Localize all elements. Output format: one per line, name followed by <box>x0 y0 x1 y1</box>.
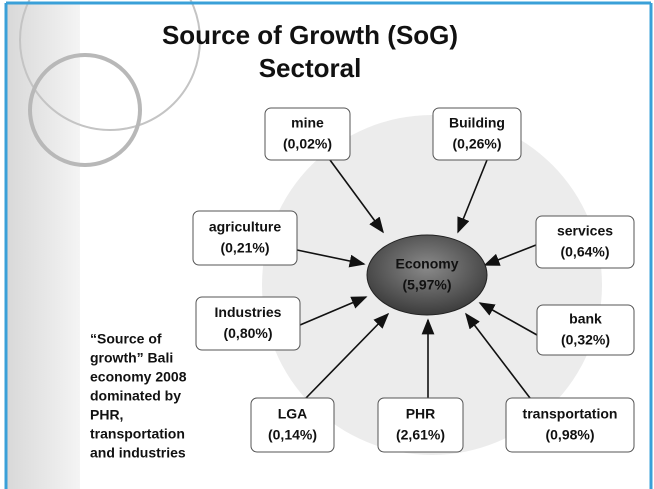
node-value: (2,61%) <box>396 427 445 443</box>
node-label: mine <box>291 115 324 131</box>
note-line: PHR, <box>90 407 123 423</box>
node-label: services <box>557 223 613 239</box>
node-box <box>250 397 335 453</box>
deco-circle <box>28 53 142 167</box>
node-box <box>432 107 522 161</box>
title: Sectoral <box>259 53 362 83</box>
arrow <box>478 302 538 336</box>
note-line: and industries <box>90 445 186 461</box>
node-label: transportation <box>523 406 618 422</box>
node-label: agriculture <box>209 219 282 235</box>
deco-circle <box>19 0 201 131</box>
node-label: Industries <box>215 304 282 320</box>
note: “Source of growth” Bali economy 2008 domina… <box>90 331 187 461</box>
note-line: growth” Bali <box>90 350 173 366</box>
node-value: (0,21%) <box>220 240 269 256</box>
nodes: mine (0,02%) Building (0,26%) agriculture (0,… <box>192 107 635 453</box>
arrow <box>465 312 531 399</box>
node-label: bank <box>569 311 602 327</box>
arrow <box>305 312 390 399</box>
node-value: (0,02%) <box>283 136 332 152</box>
node-label: LGA <box>278 406 308 422</box>
side-stripe <box>6 4 80 489</box>
node-box <box>377 397 464 453</box>
center-label: Economy <box>395 256 458 272</box>
node-value: (0,32%) <box>561 332 610 348</box>
arrow <box>299 296 368 326</box>
node-value: (0,98%) <box>545 427 594 443</box>
note-line: “Source of <box>90 331 162 347</box>
node-box <box>192 210 298 266</box>
note-line: economy 2008 <box>90 369 187 385</box>
arrow <box>296 249 366 268</box>
arrow <box>457 159 488 234</box>
node-box <box>535 215 635 269</box>
node-box <box>505 397 635 453</box>
node-value: (0,80%) <box>223 325 272 341</box>
node-box <box>264 107 351 161</box>
node-value: (0,64%) <box>560 244 609 260</box>
node-box <box>536 304 635 356</box>
center-value: (5,97%) <box>402 277 451 293</box>
arrows <box>296 159 538 399</box>
title: Source of Growth (SoG) <box>162 20 458 50</box>
node-value: (0,14%) <box>268 427 317 443</box>
node-label: Building <box>449 115 505 131</box>
note-line: dominated by <box>90 388 181 404</box>
arrow <box>329 159 384 234</box>
note-line: transportation <box>90 426 185 442</box>
node-value: (0,26%) <box>452 136 501 152</box>
arrow <box>483 244 537 266</box>
node-box <box>195 296 301 351</box>
node-label: PHR <box>406 406 436 422</box>
center-node <box>366 234 488 316</box>
